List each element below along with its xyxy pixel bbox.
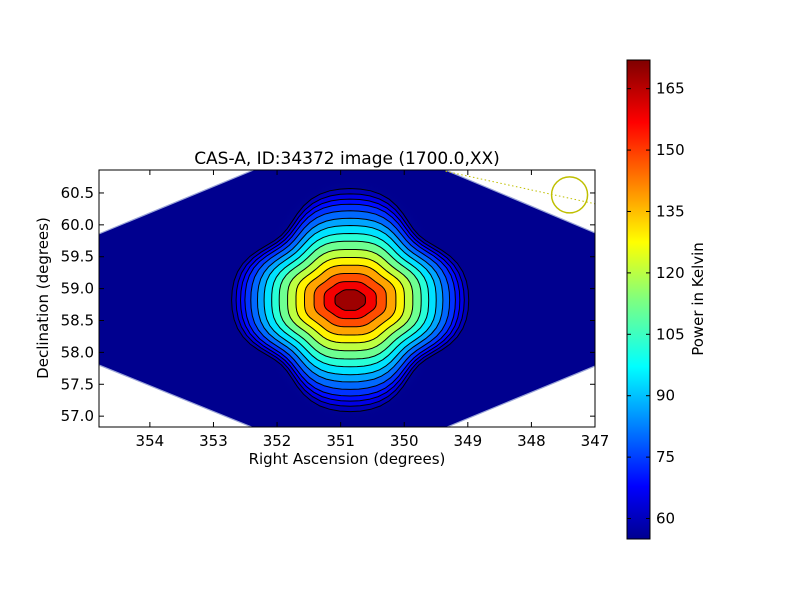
x-tick-label: 350 <box>390 432 419 450</box>
y-tick-label: 60.0 <box>61 216 94 234</box>
plot-area <box>99 170 595 427</box>
chart-title: CAS-A, ID:34372 image (1700.0,XX) <box>194 149 500 169</box>
y-tick-label: 60.5 <box>61 184 94 202</box>
colorbar-tick-label: 150 <box>656 141 685 159</box>
colorbar-tick-label: 60 <box>656 510 675 528</box>
x-tick-label: 351 <box>326 432 355 450</box>
colorbar <box>626 59 651 540</box>
colorbar-label: Power in Kelvin <box>689 242 707 356</box>
x-tick-label: 353 <box>199 432 228 450</box>
x-tick-label: 348 <box>517 432 546 450</box>
plot-frame <box>98 169 596 428</box>
beam-pointer-line <box>445 170 595 205</box>
x-tick-label: 352 <box>263 432 292 450</box>
contour-level-14 <box>334 289 366 311</box>
colorbar-ticks: 60 75 90 105 120 135 150 165 <box>627 80 685 528</box>
y-axis-label: Declination (degrees) <box>34 217 52 379</box>
y-tick-label: 58.5 <box>61 312 94 330</box>
y-tick-label: 57.0 <box>61 407 94 425</box>
x-tick-label: 347 <box>581 432 610 450</box>
y-axis-ticks: 57.0 57.5 58.0 58.5 59.0 59.5 60.0 60.5 <box>61 184 595 425</box>
colorbar-tick-label: 105 <box>656 325 685 343</box>
x-axis-ticks: 354 353 352 351 350 349 348 347 <box>136 170 610 450</box>
colorbar-tick-label: 135 <box>656 202 685 220</box>
y-tick-label: 59.0 <box>61 280 94 298</box>
y-tick-label: 57.5 <box>61 375 94 393</box>
colorbar-tick-label: 120 <box>656 264 685 282</box>
colorbar-tick-label: 90 <box>656 387 675 405</box>
colorbar-tick-label: 165 <box>656 80 685 98</box>
y-tick-label: 58.0 <box>61 343 94 361</box>
colorbar-tick-label: 75 <box>656 448 675 466</box>
x-tick-label: 349 <box>454 432 483 450</box>
y-tick-label: 59.5 <box>61 248 94 266</box>
x-axis-label: Right Ascension (degrees) <box>249 450 446 468</box>
x-tick-label: 354 <box>136 432 165 450</box>
contour-layer <box>231 187 470 413</box>
beam-marker-circle <box>550 176 589 214</box>
